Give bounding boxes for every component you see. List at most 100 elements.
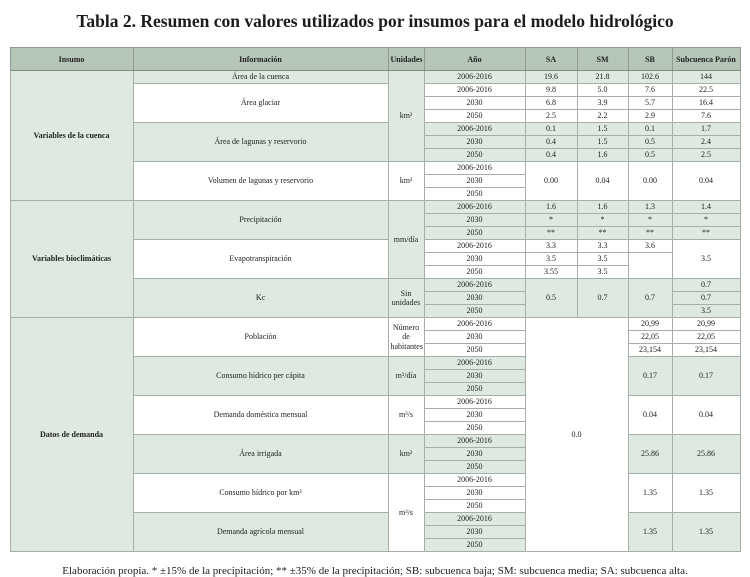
table-cell: 0.1 bbox=[524, 122, 578, 136]
table-cell: km³ bbox=[387, 161, 425, 201]
table-cell: 0.0 bbox=[524, 317, 629, 552]
table-cell: 2050 bbox=[423, 148, 526, 162]
table-cell: 2050 bbox=[423, 226, 526, 240]
table-cell: 2050 bbox=[423, 460, 526, 474]
table-cell: 1.35 bbox=[627, 512, 673, 552]
table-cell: Datos de demanda bbox=[9, 317, 134, 552]
table-cell: 21.8 bbox=[576, 70, 629, 84]
table-cell: 0.7 bbox=[671, 278, 741, 292]
table-cell: 25.86 bbox=[627, 434, 673, 474]
table-cell: * bbox=[627, 213, 673, 227]
table-cell: * bbox=[576, 213, 629, 227]
column-header: Información bbox=[132, 47, 389, 71]
table-cell: 7.6 bbox=[671, 109, 741, 123]
table-cell: 2050 bbox=[423, 304, 526, 318]
table-cell: 2006-2016 bbox=[423, 200, 526, 214]
table-cell: 2030 bbox=[423, 447, 526, 461]
table-cell: ** bbox=[576, 226, 629, 240]
table-cell: Consumo hídrico per cápita bbox=[132, 356, 389, 396]
table-cell: 144 bbox=[671, 70, 741, 84]
table-cell: 2006-2016 bbox=[423, 317, 526, 331]
table-cell: 102.6 bbox=[627, 70, 673, 84]
table-cell: 0.4 bbox=[524, 135, 578, 149]
page: Tabla 2. Resumen con valores utilizados … bbox=[0, 11, 750, 577]
table-cell: 1.5 bbox=[576, 135, 629, 149]
table-cell: 2030 bbox=[423, 174, 526, 188]
table-cell: 0.7 bbox=[671, 291, 741, 305]
table-cell: ** bbox=[524, 226, 578, 240]
table-cell: 1.3 bbox=[627, 200, 673, 214]
table-cell: 1.6 bbox=[576, 200, 629, 214]
table-cell: km² bbox=[387, 70, 425, 162]
table-cell: 2006-2016 bbox=[423, 278, 526, 292]
table-cell: Área de la cuenca bbox=[132, 70, 389, 84]
table-cell: 2006-2016 bbox=[423, 512, 526, 526]
table-cell: 0.7 bbox=[627, 278, 673, 318]
table-cell: 2.4 bbox=[671, 135, 741, 149]
table-cell: ** bbox=[627, 226, 673, 240]
table-cell: 2006-2016 bbox=[423, 434, 526, 448]
table-cell: Consumo hídrico por km² bbox=[132, 473, 389, 513]
table-cell: 2006-2016 bbox=[423, 161, 526, 175]
table-cell: 16.4 bbox=[671, 96, 741, 110]
table-cell: 20,99 bbox=[671, 317, 741, 331]
page-title: Tabla 2. Resumen con valores utilizados … bbox=[76, 11, 674, 31]
table-cell: 2.2 bbox=[576, 109, 629, 123]
table-cell: 20,99 bbox=[627, 317, 673, 331]
table-cell: Demanda doméstica mensual bbox=[132, 395, 389, 435]
table-cell: Área irrigada bbox=[132, 434, 389, 474]
table-cell: 2006-2016 bbox=[423, 83, 526, 97]
table-cell: 2030 bbox=[423, 486, 526, 500]
table-cell: 3.3 bbox=[524, 239, 578, 253]
table-cell: 2050 bbox=[423, 499, 526, 513]
table-cell: 2030 bbox=[423, 213, 526, 227]
column-header: Insumo bbox=[9, 47, 134, 71]
table-cell: 2030 bbox=[423, 96, 526, 110]
table-cell: 3.5 bbox=[671, 304, 741, 318]
table-cell: 22,05 bbox=[671, 330, 741, 344]
table-cell: 3.3 bbox=[576, 239, 629, 253]
table-cell: Variables bioclimáticas bbox=[9, 200, 134, 318]
table-cell: 2006-2016 bbox=[423, 70, 526, 84]
column-header: SM bbox=[576, 47, 629, 71]
table-cell: 3.5 bbox=[576, 265, 629, 279]
table-cell: 2006-2016 bbox=[423, 395, 526, 409]
column-header: SB bbox=[627, 47, 673, 71]
table-cell: 19.6 bbox=[524, 70, 578, 84]
table-cell: 1.35 bbox=[671, 473, 741, 513]
table-cell: 0.4 bbox=[524, 148, 578, 162]
table-cell: 0.04 bbox=[671, 395, 741, 435]
table-cell: 2030 bbox=[423, 408, 526, 422]
table-cell: 7.6 bbox=[627, 83, 673, 97]
table-cell: 2030 bbox=[423, 291, 526, 305]
table-cell: Área de lagunas y reservorio bbox=[132, 122, 389, 162]
table-cell: 0.17 bbox=[671, 356, 741, 396]
table-cell: 2050 bbox=[423, 421, 526, 435]
table-cell: m³/s bbox=[387, 395, 425, 435]
table-cell: 3.5 bbox=[671, 239, 741, 279]
table-cell: 2.5 bbox=[524, 109, 578, 123]
column-header: SA bbox=[524, 47, 578, 71]
table-cell: Número de habitantes bbox=[387, 317, 425, 357]
table-cell: 2050 bbox=[423, 382, 526, 396]
table-cell: 2030 bbox=[423, 369, 526, 383]
column-header: Año bbox=[423, 47, 526, 71]
table-cell: Población bbox=[132, 317, 389, 357]
table-cell: * bbox=[524, 213, 578, 227]
column-header: Unidades bbox=[387, 47, 425, 71]
table-cell: Evapotranspiración bbox=[132, 239, 389, 279]
table-cell: 3.9 bbox=[576, 96, 629, 110]
table-cell: Volumen de lagunas y reservorio bbox=[132, 161, 389, 201]
table-cell: 2.5 bbox=[671, 148, 741, 162]
table-cell: 2030 bbox=[423, 525, 526, 539]
table-cell: 0.04 bbox=[671, 161, 741, 201]
table-cell: 0.04 bbox=[627, 395, 673, 435]
table-cell: 2050 bbox=[423, 343, 526, 357]
table-cell: 1.6 bbox=[576, 148, 629, 162]
table-cell: 1.35 bbox=[671, 512, 741, 552]
table-cell: 22.5 bbox=[671, 83, 741, 97]
table-cell: 2006-2016 bbox=[423, 239, 526, 253]
table-cell: 0.1 bbox=[627, 122, 673, 136]
table-cell: 0.5 bbox=[627, 148, 673, 162]
table-cell: 3.55 bbox=[524, 265, 578, 279]
